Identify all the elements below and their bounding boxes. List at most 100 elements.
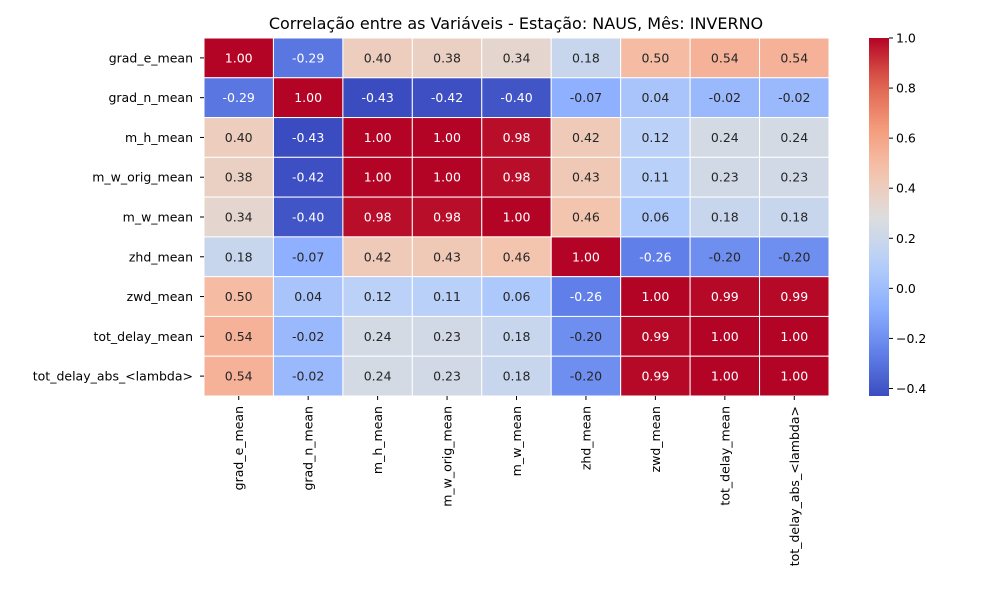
column-label: tot_delay_abs_<lambda> xyxy=(787,406,802,566)
colorbar-ticks: 1.0 0.8 0.6 0.4 0.2 0.0 −0.2 −0.4 xyxy=(889,31,926,396)
cell-value-label: 1.00 xyxy=(503,210,531,225)
heatmap-cell xyxy=(689,236,761,278)
heatmap-cell xyxy=(203,276,274,317)
cell-value-label: 0.24 xyxy=(364,329,392,344)
column-label: grad_e_mean xyxy=(231,406,246,490)
cell-value-label: 1.00 xyxy=(641,289,669,304)
cell-value-label: 0.18 xyxy=(780,210,808,225)
cell-value-label: 1.00 xyxy=(364,170,392,185)
heatmap-cell xyxy=(689,37,761,79)
heatmap-cell xyxy=(620,77,691,119)
cell-value-label: -0.40 xyxy=(500,90,532,105)
cell-value-label: 0.99 xyxy=(780,289,808,304)
column-label: zwd_mean xyxy=(648,406,663,472)
heatmap-cell xyxy=(620,196,691,238)
colorbar xyxy=(869,38,889,396)
heatmap-cell xyxy=(550,236,622,278)
heatmap-cell xyxy=(203,37,274,79)
heatmap-cell xyxy=(689,77,761,119)
heatmap-cell xyxy=(759,156,830,198)
cell-value-label: 0.11 xyxy=(641,170,669,185)
cell-value-label: -0.29 xyxy=(223,90,255,105)
cell-value-label: 0.54 xyxy=(780,50,808,65)
heatmap-cell xyxy=(759,117,830,158)
cell-value-label: -0.26 xyxy=(570,289,602,304)
cell-value-label: 0.04 xyxy=(294,289,322,304)
cell-value-label: 0.06 xyxy=(641,210,669,225)
heatmap-cell xyxy=(203,77,274,119)
heatmap-cell xyxy=(342,355,413,397)
heatmap-cell xyxy=(203,236,274,278)
cell-value-label: 0.18 xyxy=(711,210,739,225)
cell-value-label: 0.24 xyxy=(711,130,739,145)
cell-value-label: 0.18 xyxy=(225,249,253,264)
heatmap-cell xyxy=(481,276,552,317)
row-labels: grad_e_mean grad_n_mean m_h_mean m_w_orig_m… xyxy=(33,50,204,384)
cell-value-label: 1.00 xyxy=(711,369,739,384)
cell-value-label: 0.99 xyxy=(711,289,739,304)
heatmap-cell xyxy=(481,236,552,278)
cell-value-label: 1.00 xyxy=(572,249,600,264)
cell-value-label: -0.02 xyxy=(709,90,741,105)
heatmap-cell xyxy=(759,315,830,357)
heatmap-cell xyxy=(342,236,413,278)
cell-value-label: -0.43 xyxy=(361,90,393,105)
heatmap-cell xyxy=(342,315,413,357)
heatmap-cell xyxy=(203,355,274,397)
cell-value-label: 0.23 xyxy=(711,170,739,185)
heatmap-cell xyxy=(759,196,830,238)
cell-value-label: 0.18 xyxy=(503,369,531,384)
heatmap-cell xyxy=(550,315,622,357)
heatmap-cell xyxy=(550,37,622,79)
heatmap-cell xyxy=(272,37,344,79)
cell-value-label: -0.42 xyxy=(292,170,324,185)
cell-value-label: 0.43 xyxy=(572,170,600,185)
cell-value-label: 0.42 xyxy=(364,249,392,264)
cell-value-label: 0.18 xyxy=(572,50,600,65)
cell-value-label: 0.98 xyxy=(364,210,392,225)
cell-value-label: 0.54 xyxy=(225,369,253,384)
cell-value-label: 1.00 xyxy=(780,329,808,344)
column-label: m_h_mean xyxy=(370,406,385,474)
heatmap-cell xyxy=(759,355,830,397)
heatmap-cells: 1.00 -0.29 0.40 0.38 0.34 0.18 0.50 0.54 0.54 -0.… xyxy=(203,37,830,397)
heatmap-cell xyxy=(272,117,344,158)
column-labels: grad_e_mean grad_n_mean m_h_mean m_w_orig_m… xyxy=(231,396,802,566)
cell-value-label: 0.54 xyxy=(711,50,739,65)
colorbar-tick-label: 0.0 xyxy=(896,281,916,296)
cell-value-label: 0.23 xyxy=(780,170,808,185)
heatmap-cell xyxy=(272,276,344,317)
cell-value-label: 0.50 xyxy=(225,289,253,304)
cell-value-label: 0.12 xyxy=(641,130,669,145)
cell-value-label: 0.42 xyxy=(572,130,600,145)
heatmap-cell xyxy=(481,355,552,397)
row-label: tot_delay_mean xyxy=(93,329,193,344)
heatmap-cell xyxy=(411,156,483,198)
heatmap-cell xyxy=(342,117,413,158)
heatmap-cell xyxy=(411,117,483,158)
heatmap-cell xyxy=(481,77,552,119)
cell-value-label: -0.26 xyxy=(639,249,671,264)
row-label: tot_delay_abs_<lambda> xyxy=(33,369,193,384)
cell-value-label: 0.46 xyxy=(503,249,531,264)
heatmap-cell xyxy=(411,196,483,238)
cell-value-label: 0.23 xyxy=(433,369,461,384)
cell-value-label: 0.43 xyxy=(433,249,461,264)
cell-value-label: 1.00 xyxy=(433,170,461,185)
cell-value-label: 1.00 xyxy=(294,90,322,105)
cell-value-label: 0.98 xyxy=(433,210,461,225)
cell-value-label: 0.24 xyxy=(780,130,808,145)
colorbar-tick-label: 0.2 xyxy=(896,231,916,246)
column-label: tot_delay_mean xyxy=(717,406,732,506)
cell-value-label: 1.00 xyxy=(433,130,461,145)
heatmap-cell xyxy=(481,315,552,357)
cell-value-label: 0.40 xyxy=(364,50,392,65)
heatmap-cell xyxy=(342,37,413,79)
colorbar-tick-label: −0.2 xyxy=(896,331,926,346)
cell-value-label: 0.24 xyxy=(364,369,392,384)
row-label: zhd_mean xyxy=(129,249,193,264)
heatmap-cell xyxy=(411,236,483,278)
heatmap-cell xyxy=(272,236,344,278)
heatmap-cell xyxy=(759,236,830,278)
cell-value-label: 0.99 xyxy=(641,329,669,344)
